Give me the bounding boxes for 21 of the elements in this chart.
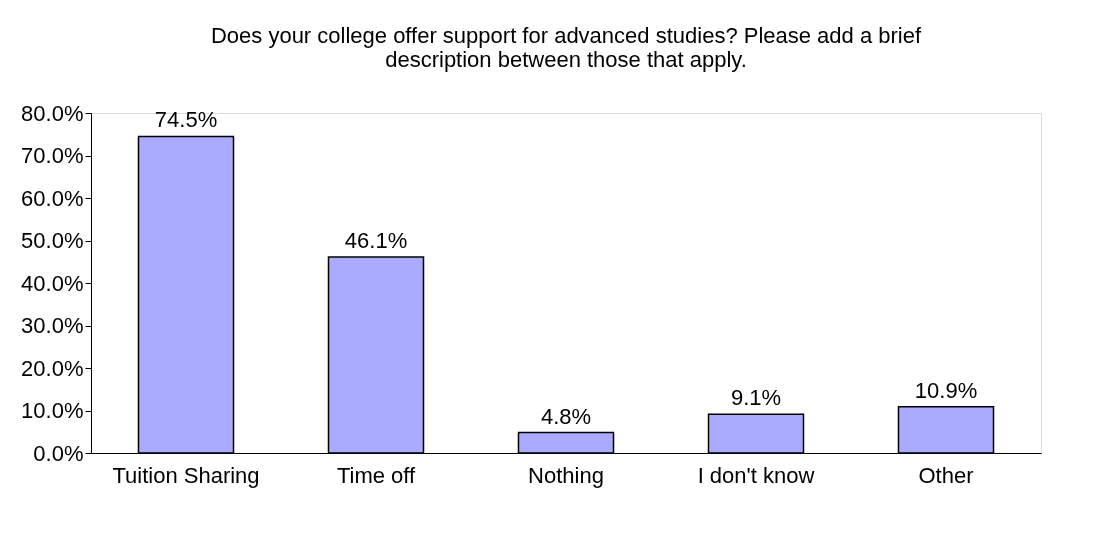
text: Does your college offer support for advanced studies? Please add a brief	[210, 23, 922, 48]
y-tick-label: 70.0%	[21, 143, 84, 168]
y-tick-label: 20.0%	[21, 355, 84, 381]
y-tick-label: 50.0%	[21, 228, 84, 253]
x-tick-label: Time off	[336, 462, 417, 488]
data-label: 10.9%	[914, 377, 978, 403]
data-label: 46.1%	[344, 228, 408, 254]
x-tick-label: Other	[918, 462, 974, 488]
y-tick-label: 80.0%	[21, 100, 84, 126]
data-label: 9.1%	[730, 385, 782, 411]
y-tick-label: 60.0%	[21, 185, 84, 211]
y-tick-label: 0.0%	[33, 440, 84, 466]
x-tick-label: Tuition Sharing	[112, 462, 260, 488]
x-tick-label: Nothing	[528, 462, 604, 488]
y-tick-label: 10.0%	[21, 398, 84, 423]
x-tick-label: I don't know	[697, 462, 815, 488]
text: description between those that apply.	[385, 47, 747, 72]
y-tick-label: 30.0%	[21, 313, 84, 338]
data-label: 74.5%	[154, 107, 218, 133]
y-tick-label: 40.0%	[21, 270, 84, 296]
data-label: 4.8%	[540, 403, 592, 429]
